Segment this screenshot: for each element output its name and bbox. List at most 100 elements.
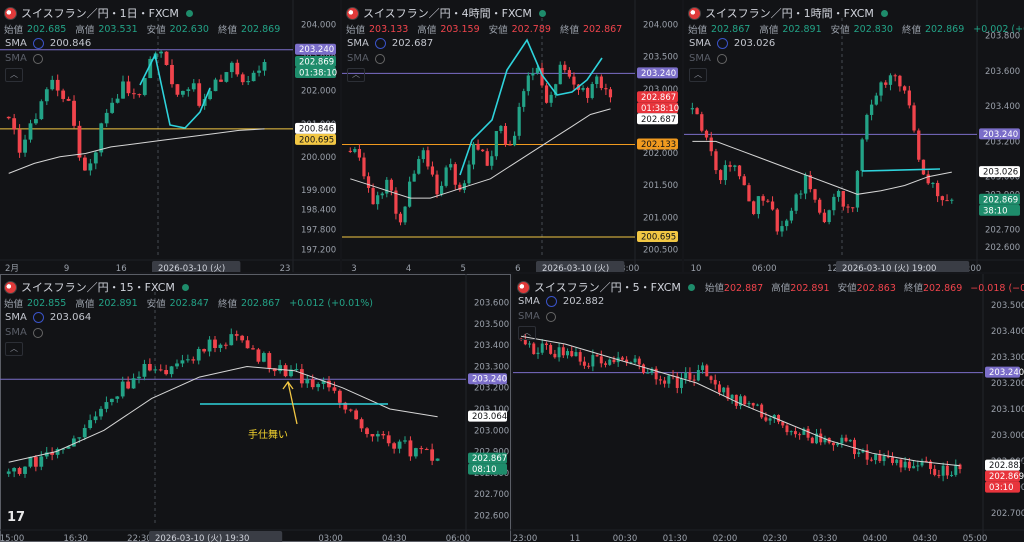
candle [917,128,921,162]
settings-icon[interactable] [545,296,557,307]
chart-panel-15m[interactable]: 203.600 203.500 203.400 203.300 203.200 203.1… [0,274,511,542]
sma-indicator-hidden[interactable]: SMA [689,53,727,64]
candle [912,460,916,469]
chart-canvas-1h[interactable]: 203.800203.600203.400203.200203.000202.9… [684,0,1024,272]
candle-body [917,130,921,160]
close-value: 202.869 [924,23,965,35]
collapse-chevron-icon[interactable]: ︿ [5,68,23,82]
settings-icon[interactable] [32,312,44,323]
eye-hidden-icon[interactable] [32,327,43,338]
candle [234,330,239,341]
candle-body [240,74,245,83]
candle [115,395,120,403]
candle [650,367,654,376]
time-tick-label: 18:00 [615,264,640,272]
time-tick-label: 11 [570,534,581,542]
candle [490,150,494,170]
collapse-chevron-icon[interactable]: ︿ [689,68,707,82]
candle-body [430,449,435,461]
high-label: 高値 [759,25,779,36]
chart-canvas-15m[interactable]: 203.600 203.500 203.400 203.300 203.200 203.1… [0,274,511,542]
price-tag-box [295,55,336,67]
chart-header: スイスフラン／円・5・FXCM 始値202.887 高値202.891 安値20… [517,279,1024,295]
ohlc-row: 始値 202.855 高値 202.891 安値 202.847 終値 202.867 … [4,296,378,311]
sma-label: SMA [347,38,369,49]
price-tag-box [985,481,1020,493]
sma-indicator[interactable]: SMA 202.882 [518,296,604,307]
symbol-title[interactable]: スイスフラン／円・1時間・FXCM [705,7,874,20]
symbol-title[interactable]: スイスフラン／円・5・FXCM [534,281,681,294]
price-tick-label: 203.500 [991,301,1024,311]
settings-icon[interactable] [716,38,728,49]
symbol-title[interactable]: スイスフラン／円・1日・FXCM [21,7,179,20]
price-tick-label: 203.200 [985,137,1020,147]
candle [131,373,136,389]
collapse-chevron-icon[interactable]: ︿ [518,326,536,340]
collapse-chevron-icon[interactable]: ︿ [5,342,23,356]
candle [705,363,709,377]
candle-body [853,439,856,455]
symbol-title[interactable]: スイスフラン／円・4時間・FXCM [363,7,532,20]
tradingview-logo-icon[interactable]: 17 [7,510,26,525]
sma-indicator[interactable]: SMA 200.846 [5,38,91,49]
candle-body [88,163,93,171]
eye-hidden-icon[interactable] [716,53,727,64]
candle-body [680,378,683,388]
eye-hidden-icon[interactable] [32,53,43,64]
candle-body [499,125,503,132]
candle [77,437,82,443]
chart-canvas-4h[interactable]: 204.000203.500203.000202.500202.000201.5… [342,0,682,272]
candle-body [878,454,882,462]
price-tick-label: 200.500 [643,246,678,256]
sma-indicator-hidden[interactable]: SMA [5,327,43,338]
candle-body [115,396,120,399]
time-tick-label: 9 [64,264,69,272]
candle-body [93,152,98,164]
high-label: 高値 [75,299,95,310]
candle-body [844,437,848,442]
chart-canvas-5m[interactable]: 203.500 203.400 203.300 203.200 203.100 203.0… [513,274,1024,542]
chart-panel-5m[interactable]: 203.500 203.400 203.300 203.200 203.100 203.0… [513,274,1024,542]
candle-body [595,76,599,85]
candle-body [869,104,874,115]
candle [44,87,49,106]
candle [709,375,713,384]
market-status-icon [687,283,695,291]
collapse-chevron-icon[interactable]: ︿ [347,68,365,82]
close-label: 終値 [903,283,923,294]
chart-panel-1h[interactable]: 203.800203.600203.400203.200203.000202.9… [684,0,1024,272]
candle-body [413,448,418,457]
candle-body [153,369,158,371]
candle-body [234,334,239,336]
candle-body [223,344,228,346]
eye-hidden-icon[interactable] [374,53,385,64]
time-tick-label: 3 [351,264,356,272]
candle [815,428,818,445]
sma-indicator[interactable]: SMA 203.064 [5,312,91,323]
price-tag: 202.869 [979,193,1020,205]
sma-indicator-hidden[interactable]: SMA [518,311,556,322]
candle [799,190,803,199]
eye-hidden-icon[interactable] [545,311,556,322]
candle [844,434,848,443]
settings-icon[interactable] [374,38,386,49]
candle-body [722,387,726,393]
chart-canvas-1d[interactable]: 204.000203.000202.000201.000200.000199.0… [0,0,340,272]
candle [582,356,586,369]
chart-panel-4h[interactable]: 204.000203.500203.000202.500202.000201.5… [342,0,682,272]
sma-indicator-hidden[interactable]: SMA [5,53,43,64]
chart-panel-1d[interactable]: 204.000203.000202.000201.000200.000199.0… [0,0,340,272]
sma-indicator-hidden[interactable]: SMA [347,53,385,64]
price-tag-label: 203.240 [983,130,1018,140]
support-drawing-line [861,168,941,172]
candle [841,190,845,211]
candle [485,148,489,167]
settings-icon[interactable] [32,38,44,49]
price-tag-label: 202.687 [641,115,676,125]
sma-indicator[interactable]: SMA 202.687 [347,38,433,49]
candle [563,61,567,73]
sma-indicator[interactable]: SMA 203.026 [689,38,775,49]
symbol-title[interactable]: スイスフラン／円・15・FXCM [21,281,175,294]
candle-body [586,87,590,98]
price-tag: 202.882 [985,459,1024,471]
